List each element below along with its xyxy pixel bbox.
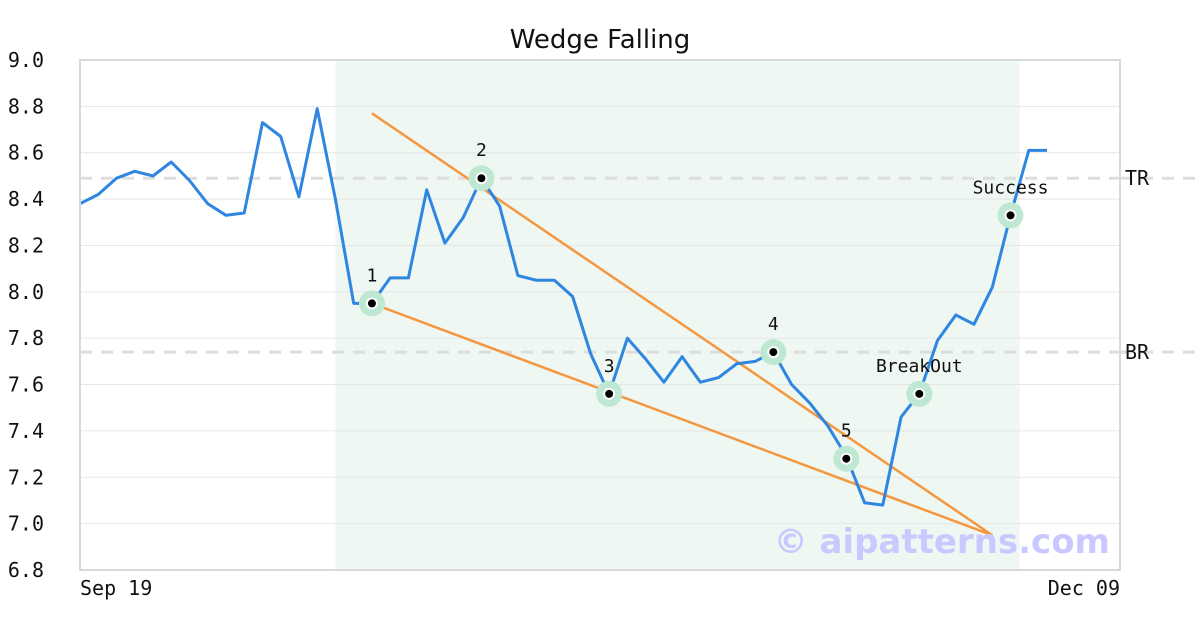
pivot-point <box>915 389 924 398</box>
pivot-point <box>769 348 778 357</box>
x-tick-label: Dec 09 <box>1048 576 1120 600</box>
pivot-label: 5 <box>841 421 852 442</box>
pivot-point <box>605 389 614 398</box>
pivot-point <box>477 174 486 183</box>
reference-label: TR <box>1125 166 1150 190</box>
x-tick-label: Sep 19 <box>80 576 152 600</box>
y-tick-label: 8.2 <box>8 233 44 257</box>
y-tick-label: 8.0 <box>8 280 44 304</box>
pivot-point <box>1006 211 1015 220</box>
pivot-label: Success <box>973 177 1049 198</box>
y-tick-label: 8.8 <box>8 94 44 118</box>
chart-title: Wedge Falling <box>510 25 691 55</box>
pattern-region <box>335 60 1020 570</box>
pivot-label: 4 <box>768 314 779 335</box>
pivot-point <box>842 454 851 463</box>
y-tick-label: 8.6 <box>8 141 44 165</box>
wedge-trendline <box>371 302 993 537</box>
y-tick-label: 7.2 <box>8 465 44 489</box>
reference-label: BR <box>1125 340 1150 364</box>
pivot-label: BreakOut <box>876 356 963 377</box>
pivot-point <box>367 299 376 308</box>
y-tick-label: 7.8 <box>8 326 44 350</box>
y-tick-label: 7.6 <box>8 373 44 397</box>
y-tick-label: 8.4 <box>8 187 44 211</box>
pivot-label: 3 <box>604 356 615 377</box>
y-tick-label: 7.4 <box>8 419 44 443</box>
watermark: © aipatterns.com <box>774 522 1110 562</box>
pivot-label: 2 <box>476 140 487 161</box>
plot-frame <box>79 59 1121 571</box>
y-tick-label: 9.0 <box>8 48 44 72</box>
y-tick-label: 7.0 <box>8 512 44 536</box>
price-line <box>79 107 1047 507</box>
pivot-label: 1 <box>367 265 378 286</box>
y-tick-label: 6.8 <box>8 558 44 582</box>
